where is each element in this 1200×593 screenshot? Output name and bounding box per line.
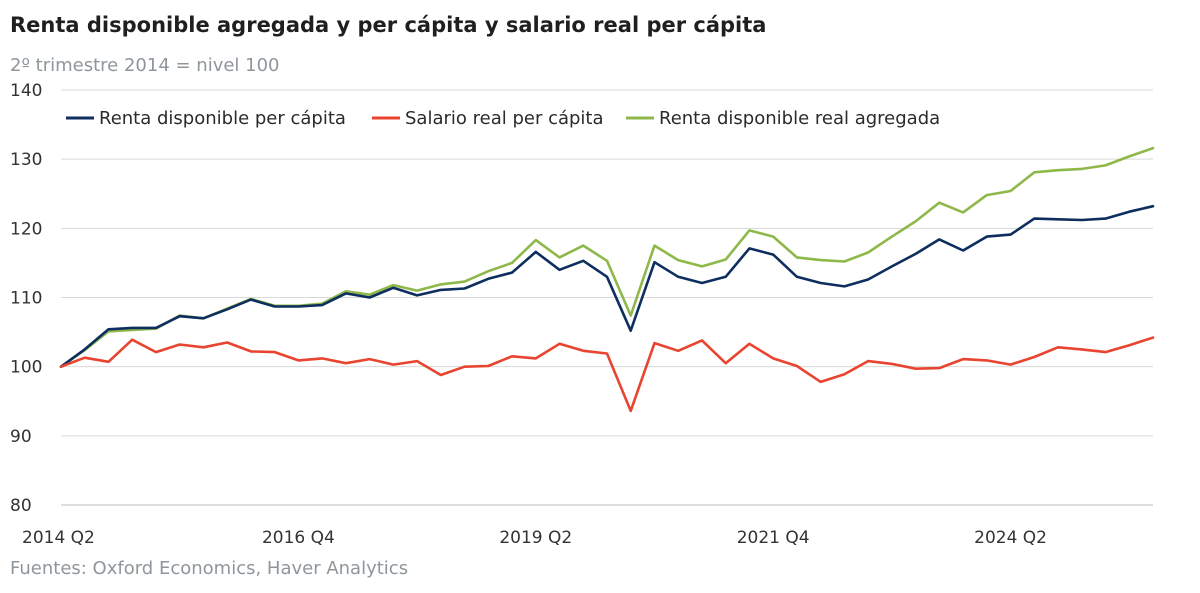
x-axis-ticks: 2014 Q2 2016 Q4 2019 Q2 2021 Q4 2024 Q2 bbox=[22, 528, 1047, 548]
y-tick-label: 130 bbox=[10, 150, 42, 170]
y-tick-label: 110 bbox=[10, 289, 42, 309]
x-tick-label: 2019 Q2 bbox=[499, 528, 572, 548]
chart-source: Fuentes: Oxford Economics, Haver Analyti… bbox=[10, 558, 409, 579]
series-lines bbox=[59, 146, 1155, 413]
y-tick-label: 100 bbox=[10, 358, 42, 378]
series-line-0 bbox=[59, 204, 1155, 369]
y-tick-label: 90 bbox=[10, 427, 32, 447]
legend: Renta disponible per cápita Salario real … bbox=[66, 108, 940, 129]
gridlines bbox=[61, 89, 1153, 506]
legend-label: Renta disponible real agregada bbox=[659, 108, 940, 129]
chart-title: Renta disponible agregada y per cápita y… bbox=[10, 13, 767, 37]
y-tick-label: 120 bbox=[10, 219, 42, 239]
x-tick-label: 2014 Q2 bbox=[22, 528, 95, 548]
chart-subtitle: 2º trimestre 2014 = nivel 100 bbox=[10, 55, 280, 76]
x-tick-label: 2024 Q2 bbox=[974, 528, 1047, 548]
legend-label: Salario real per cápita bbox=[405, 108, 604, 129]
x-tick-label: 2021 Q4 bbox=[737, 528, 810, 548]
x-tick-label: 2016 Q4 bbox=[262, 528, 335, 548]
series-line-1 bbox=[59, 336, 1155, 413]
y-axis-ticks: 80 90 100 110 120 130 140 bbox=[10, 81, 42, 516]
series-line-2 bbox=[59, 146, 1155, 369]
legend-label: Renta disponible per cápita bbox=[99, 108, 346, 129]
y-tick-label: 80 bbox=[10, 496, 32, 516]
y-tick-label: 140 bbox=[10, 81, 42, 101]
